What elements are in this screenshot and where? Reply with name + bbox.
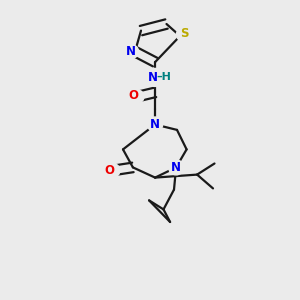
Text: N: N: [171, 161, 181, 174]
Text: N: N: [148, 71, 158, 84]
Text: S: S: [180, 27, 188, 40]
Circle shape: [148, 117, 163, 132]
Circle shape: [125, 45, 139, 58]
Text: N: N: [126, 45, 136, 58]
Text: O: O: [104, 164, 114, 177]
Circle shape: [107, 164, 120, 177]
Circle shape: [176, 28, 190, 41]
Text: –H: –H: [156, 72, 171, 82]
Circle shape: [146, 68, 164, 86]
Text: O: O: [129, 89, 139, 102]
Circle shape: [169, 160, 184, 175]
Text: N: N: [150, 118, 160, 131]
Circle shape: [131, 90, 144, 103]
